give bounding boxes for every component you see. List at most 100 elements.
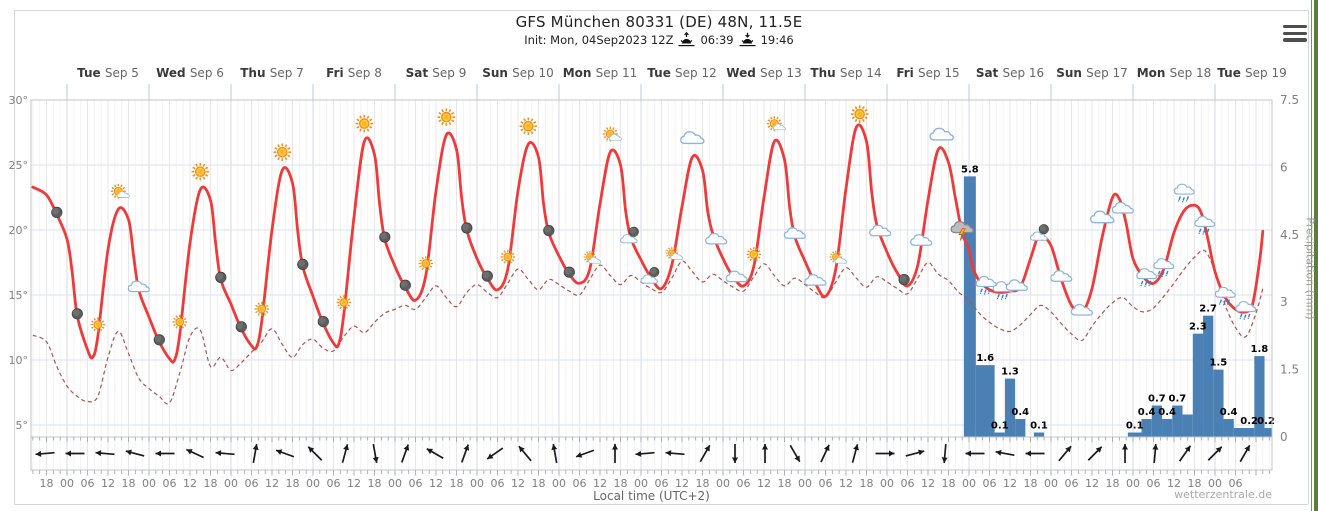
- wind-arrow-icon: [307, 446, 323, 461]
- precip-bar-label: 1.6: [976, 353, 994, 364]
- precip-bar: [1141, 419, 1152, 437]
- sun-icon: [254, 301, 270, 317]
- moon-icon: [235, 321, 247, 333]
- time-tick-label: 06: [1147, 477, 1161, 490]
- precip-bar-label: 2.7: [1199, 304, 1217, 315]
- moon-icon: [379, 231, 391, 243]
- time-tick-label: 18: [286, 477, 300, 490]
- day-label: Tue Sep 19: [1217, 66, 1286, 80]
- time-tick-label: 00: [880, 477, 894, 490]
- time-tick-label: 06: [901, 477, 915, 490]
- axis-labels: 30° 25° 20° 15° 10° 5° 7.5 6 4.5 3 1.5 0 18 00 06 12 18 0…: [9, 93, 1300, 490]
- wind-arrow-icon: [155, 450, 175, 457]
- time-tick-label: 06: [819, 477, 833, 490]
- precip-bar: [994, 432, 1005, 437]
- card-border-left: [14, 10, 15, 504]
- day-ticks: [66, 84, 1216, 100]
- moon-cloud-icon: [640, 267, 660, 284]
- wind-arrow-icon: [518, 445, 532, 462]
- time-tick-label: 06: [983, 477, 997, 490]
- sun-icon: [519, 117, 538, 135]
- menu-icon[interactable]: [1283, 25, 1307, 42]
- temp-axis-tick: 20°: [9, 224, 29, 237]
- sun-icon: [191, 162, 210, 181]
- precip-bar-label: 0.4: [1158, 407, 1176, 418]
- precip-axis-tick: 7.5: [1280, 93, 1299, 107]
- sun-icon: [850, 105, 869, 123]
- wind-arrow-icon: [1122, 444, 1128, 463]
- time-tick-label: 18: [1106, 477, 1120, 490]
- wind-arrow-icon: [400, 444, 410, 463]
- time-tick-label: 00: [224, 477, 238, 490]
- wind-arrow-icon: [215, 450, 235, 457]
- time-tick-label: 18: [204, 477, 218, 490]
- cloud-icon: [1090, 210, 1115, 224]
- time-tick-label: 06: [81, 477, 95, 490]
- wind-arrow-icon: [275, 449, 295, 458]
- card-border-bottom: [14, 504, 1308, 505]
- wind-arrow-icon: [1239, 444, 1251, 463]
- precip-bars: [963, 176, 1272, 438]
- precip-bar-label: 5.8: [961, 164, 979, 175]
- card-border-top: [14, 10, 1308, 11]
- wind-arrow-icon: [65, 450, 85, 457]
- sunrise-icon: [678, 32, 695, 47]
- precip-bar-label: 2.3: [1189, 322, 1207, 333]
- wind-arrow-icon: [575, 449, 595, 458]
- precip-bar-label: 0.1: [1030, 421, 1048, 432]
- day-label: Thu Sep 7: [240, 66, 304, 80]
- day-label: Fri Sep 8: [326, 66, 382, 80]
- time-tick-label: 12: [511, 477, 525, 490]
- day-label: Tue Sep 12: [647, 66, 716, 80]
- cloud-rain-icon: [1235, 301, 1257, 320]
- wind-arrow-icon: [35, 450, 55, 457]
- wind-arrow-icon: [875, 450, 895, 457]
- precip-axis-tick: 1.5: [1280, 363, 1299, 377]
- cloud-icon: [804, 274, 827, 286]
- sun-small-cloud-icon: [110, 183, 130, 199]
- precip-bar: [1233, 428, 1245, 437]
- time-tick-label: 12: [265, 477, 279, 490]
- cloud-rain-icon: [1173, 183, 1195, 203]
- precip-bar-label: 0.2: [1257, 416, 1275, 427]
- time-tick-label: 18: [122, 477, 136, 490]
- time-tick-label: 12: [101, 477, 115, 490]
- sunset-icon: [739, 32, 756, 47]
- temp-axis-tick: 25°: [9, 159, 29, 172]
- sun-small-cloud-icon: [829, 250, 848, 264]
- time-tick-label: 12: [921, 477, 935, 490]
- time-tick-label: 12: [839, 477, 853, 490]
- wind-arrow-icon: [341, 444, 349, 463]
- precip-bar: [1015, 419, 1026, 437]
- moon-cloud-icon: [620, 226, 639, 244]
- precip-bar: [1033, 432, 1045, 437]
- time-tick-label: 00: [142, 477, 156, 490]
- precip-axis-tick: 0: [1280, 430, 1288, 444]
- time-tick-label: 06: [245, 477, 259, 490]
- precip-axis-tick: 6: [1280, 160, 1288, 174]
- precip-bar: [1203, 315, 1214, 437]
- time-tick-label: 12: [593, 477, 607, 490]
- sunrise-time: 06:39: [700, 32, 734, 47]
- wind-arrow-icon: [1025, 450, 1045, 457]
- precip-bar: [1213, 369, 1224, 437]
- cloud-icon: [1050, 270, 1073, 282]
- time-tick-label: 18: [696, 477, 710, 490]
- sunset-time: 19:46: [760, 32, 794, 47]
- wind-arrow-icon: [995, 449, 1015, 456]
- cloud-rain-icon: [1136, 268, 1158, 287]
- cloud-icon: [929, 127, 954, 141]
- time-tick-label: 00: [1126, 477, 1140, 490]
- time-tick-label: 18: [860, 477, 874, 490]
- page-edge-band: [1314, 0, 1318, 511]
- weather-icons: [51, 105, 1257, 346]
- cloud-icon: [1005, 279, 1028, 291]
- card-border-right: [1308, 10, 1309, 504]
- time-tick-label: 06: [409, 477, 423, 490]
- time-tick-label: 18: [778, 477, 792, 490]
- cloud-icon: [725, 270, 748, 283]
- wind-arrow-icon: [1207, 446, 1223, 461]
- day-label: Fri Sep 15: [896, 66, 959, 80]
- precip-axis-tick: 3: [1280, 295, 1288, 309]
